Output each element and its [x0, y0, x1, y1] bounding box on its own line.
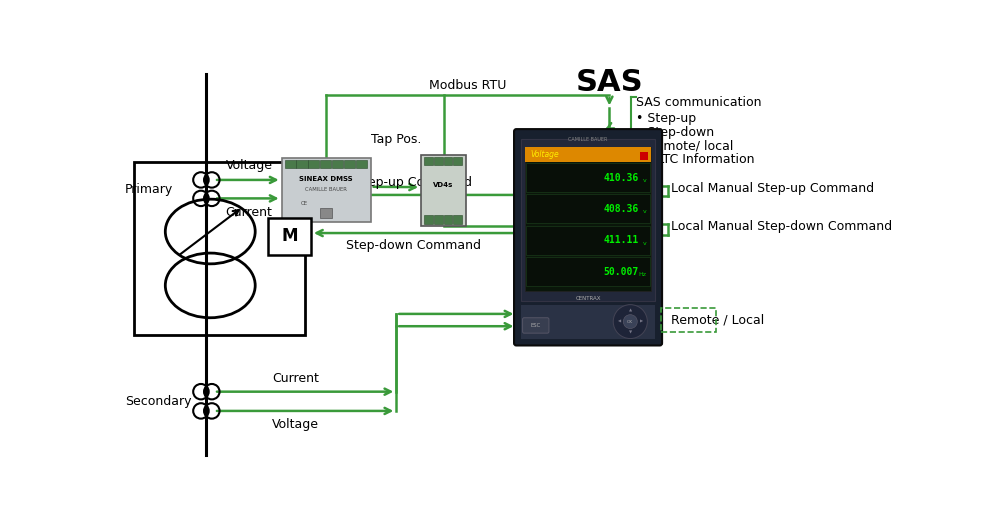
Text: Hz: Hz [639, 272, 647, 277]
Text: Current: Current [226, 206, 272, 219]
Text: Tap Pos.: Tap Pos. [371, 133, 421, 146]
FancyBboxPatch shape [268, 217, 311, 255]
Circle shape [613, 304, 647, 339]
FancyBboxPatch shape [444, 215, 452, 224]
FancyBboxPatch shape [296, 160, 308, 168]
FancyBboxPatch shape [453, 215, 462, 224]
Text: ▼: ▼ [629, 330, 632, 334]
FancyBboxPatch shape [434, 215, 443, 224]
FancyBboxPatch shape [421, 155, 466, 226]
Text: OK: OK [627, 320, 633, 324]
FancyBboxPatch shape [332, 160, 343, 168]
Text: 50.007: 50.007 [604, 267, 639, 277]
Text: ESC: ESC [531, 323, 541, 328]
Text: VD4s: VD4s [433, 182, 454, 188]
Text: SAS communication: SAS communication [637, 96, 762, 110]
Text: Local Manual Step-down Command: Local Manual Step-down Command [671, 220, 893, 233]
Text: CAMILLE BAUER: CAMILLE BAUER [568, 137, 608, 141]
Text: • OLTC Information: • OLTC Information [637, 154, 755, 167]
Text: • Remote/ local: • Remote/ local [637, 139, 734, 152]
FancyBboxPatch shape [424, 157, 433, 165]
FancyBboxPatch shape [453, 157, 462, 165]
FancyBboxPatch shape [320, 208, 332, 219]
FancyBboxPatch shape [521, 304, 655, 339]
Text: Secondary: Secondary [125, 395, 192, 408]
Text: Step-up Command: Step-up Command [355, 176, 472, 189]
Text: Primary: Primary [125, 183, 173, 195]
Text: ▶: ▶ [640, 320, 643, 324]
Circle shape [623, 315, 637, 329]
Text: Local Manual Step-up Command: Local Manual Step-up Command [671, 181, 874, 194]
Text: ◀: ◀ [618, 320, 621, 324]
Text: Voltage: Voltage [272, 418, 319, 431]
FancyBboxPatch shape [344, 160, 355, 168]
FancyBboxPatch shape [640, 152, 648, 160]
Text: 411.11: 411.11 [604, 235, 639, 245]
FancyBboxPatch shape [285, 160, 296, 168]
Text: Voltage: Voltage [530, 150, 559, 159]
Text: SINEAX DMSS: SINEAX DMSS [299, 176, 353, 181]
Text: Current: Current [272, 372, 319, 385]
FancyBboxPatch shape [356, 160, 367, 168]
Text: Modbus RTU: Modbus RTU [429, 79, 506, 92]
Text: Modbus TCP/IP: Modbus TCP/IP [617, 145, 627, 221]
FancyBboxPatch shape [521, 139, 655, 301]
FancyBboxPatch shape [444, 157, 452, 165]
Text: v: v [643, 178, 647, 183]
FancyBboxPatch shape [308, 160, 319, 168]
Text: v: v [643, 241, 647, 246]
Text: SAS: SAS [576, 68, 643, 96]
Text: Step-down Command: Step-down Command [346, 239, 481, 252]
FancyBboxPatch shape [526, 257, 650, 286]
FancyBboxPatch shape [434, 157, 443, 165]
FancyBboxPatch shape [282, 158, 371, 222]
FancyBboxPatch shape [526, 226, 650, 255]
Text: • Step-down: • Step-down [637, 126, 715, 139]
FancyBboxPatch shape [525, 147, 651, 162]
FancyBboxPatch shape [526, 163, 650, 192]
Text: CE: CE [300, 201, 307, 206]
FancyBboxPatch shape [525, 147, 651, 291]
Text: v: v [643, 210, 647, 214]
Text: CAMILLE BAUER: CAMILLE BAUER [305, 188, 347, 192]
Text: 410.36: 410.36 [604, 172, 639, 182]
Text: Remote / Local: Remote / Local [671, 313, 765, 326]
Text: M: M [281, 227, 298, 245]
FancyBboxPatch shape [523, 318, 549, 333]
Text: 408.36: 408.36 [604, 204, 639, 214]
FancyBboxPatch shape [320, 160, 331, 168]
FancyBboxPatch shape [514, 129, 662, 345]
Text: Voltage: Voltage [226, 159, 272, 172]
Text: CENTRAX: CENTRAX [575, 296, 601, 301]
Text: • Step-up: • Step-up [637, 112, 697, 125]
Text: ▲: ▲ [629, 309, 632, 313]
FancyBboxPatch shape [424, 215, 433, 224]
FancyBboxPatch shape [526, 194, 650, 223]
